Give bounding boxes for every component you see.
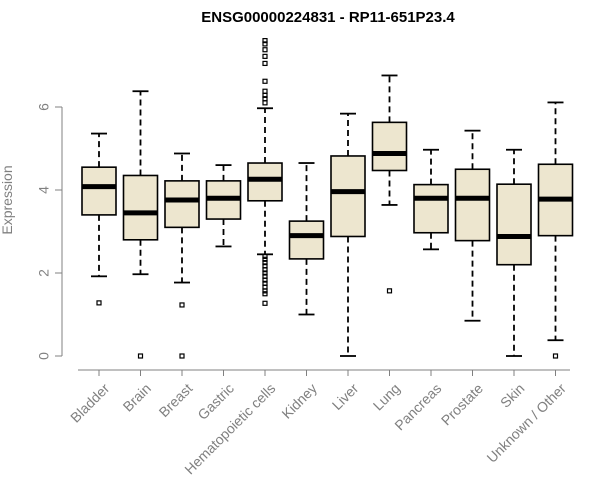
box-group [330, 112, 366, 357]
outlier-point [262, 291, 268, 297]
x-tick-label: Brain [120, 380, 154, 414]
box-group [371, 74, 408, 294]
box-iqr [288, 220, 325, 260]
box-iqr [371, 121, 408, 172]
box-group [454, 129, 491, 322]
y-tick-label: 4 [36, 186, 52, 194]
outlier-point [262, 300, 268, 306]
box-iqr [454, 168, 491, 242]
box-iqr [496, 183, 532, 266]
outlier-point [262, 100, 268, 106]
outlier-point [262, 88, 268, 94]
outlier-point [262, 92, 268, 98]
box-group [496, 148, 532, 357]
outlier-point [262, 260, 268, 266]
x-tick-label: Unknown / Other [483, 380, 569, 466]
x-tick-label: Kidney [278, 380, 320, 422]
outlier-point [262, 253, 268, 259]
outlier-point [262, 78, 268, 84]
x-tick-label: Bladder [67, 380, 113, 426]
outlier-point [262, 267, 268, 273]
outlier-point [96, 300, 102, 306]
box-iqr [164, 180, 200, 229]
outlier-point [262, 41, 268, 47]
box-group [288, 162, 325, 316]
x-tick-label: Breast [156, 380, 196, 420]
box-iqr [330, 155, 366, 238]
outlier-point [137, 353, 144, 359]
outlier-point [262, 96, 268, 102]
outlier-point [179, 302, 185, 308]
outlier-point [262, 277, 268, 283]
box-iqr [413, 183, 449, 234]
chart-title: ENSG00000224831 - RP11-651P23.4 [201, 9, 455, 26]
x-tick-label: Lung [370, 380, 403, 413]
x-tick-label: Liver [329, 380, 362, 413]
y-tick-label: 2 [36, 269, 52, 277]
box-iqr [247, 162, 283, 202]
outlier-point [262, 256, 268, 262]
y-axis-label: Expression [0, 165, 15, 234]
box-series [81, 37, 574, 359]
box-iqr [81, 166, 117, 216]
outlier-point [262, 270, 268, 276]
outlier-point [262, 37, 268, 44]
box-group [413, 148, 449, 251]
outlier-point [179, 353, 185, 359]
box-group [122, 90, 159, 359]
box-group [247, 37, 283, 306]
box-group [164, 152, 200, 359]
box-iqr [122, 174, 159, 241]
box-group [81, 132, 117, 306]
outlier-point [262, 53, 268, 59]
outlier-point [262, 60, 268, 67]
y-tick-label: 0 [36, 352, 52, 360]
y-axis-ticks: 0 2 4 6 [36, 103, 62, 360]
box-group [205, 164, 242, 248]
x-tick-label: Prostate [438, 380, 486, 428]
box-group [537, 101, 574, 359]
y-tick-label: 6 [36, 103, 52, 111]
outlier-point [552, 353, 559, 359]
outlier-point [386, 288, 393, 294]
outlier-point [262, 47, 268, 53]
x-tick-label: Skin [497, 380, 528, 411]
outlier-point [262, 288, 268, 294]
